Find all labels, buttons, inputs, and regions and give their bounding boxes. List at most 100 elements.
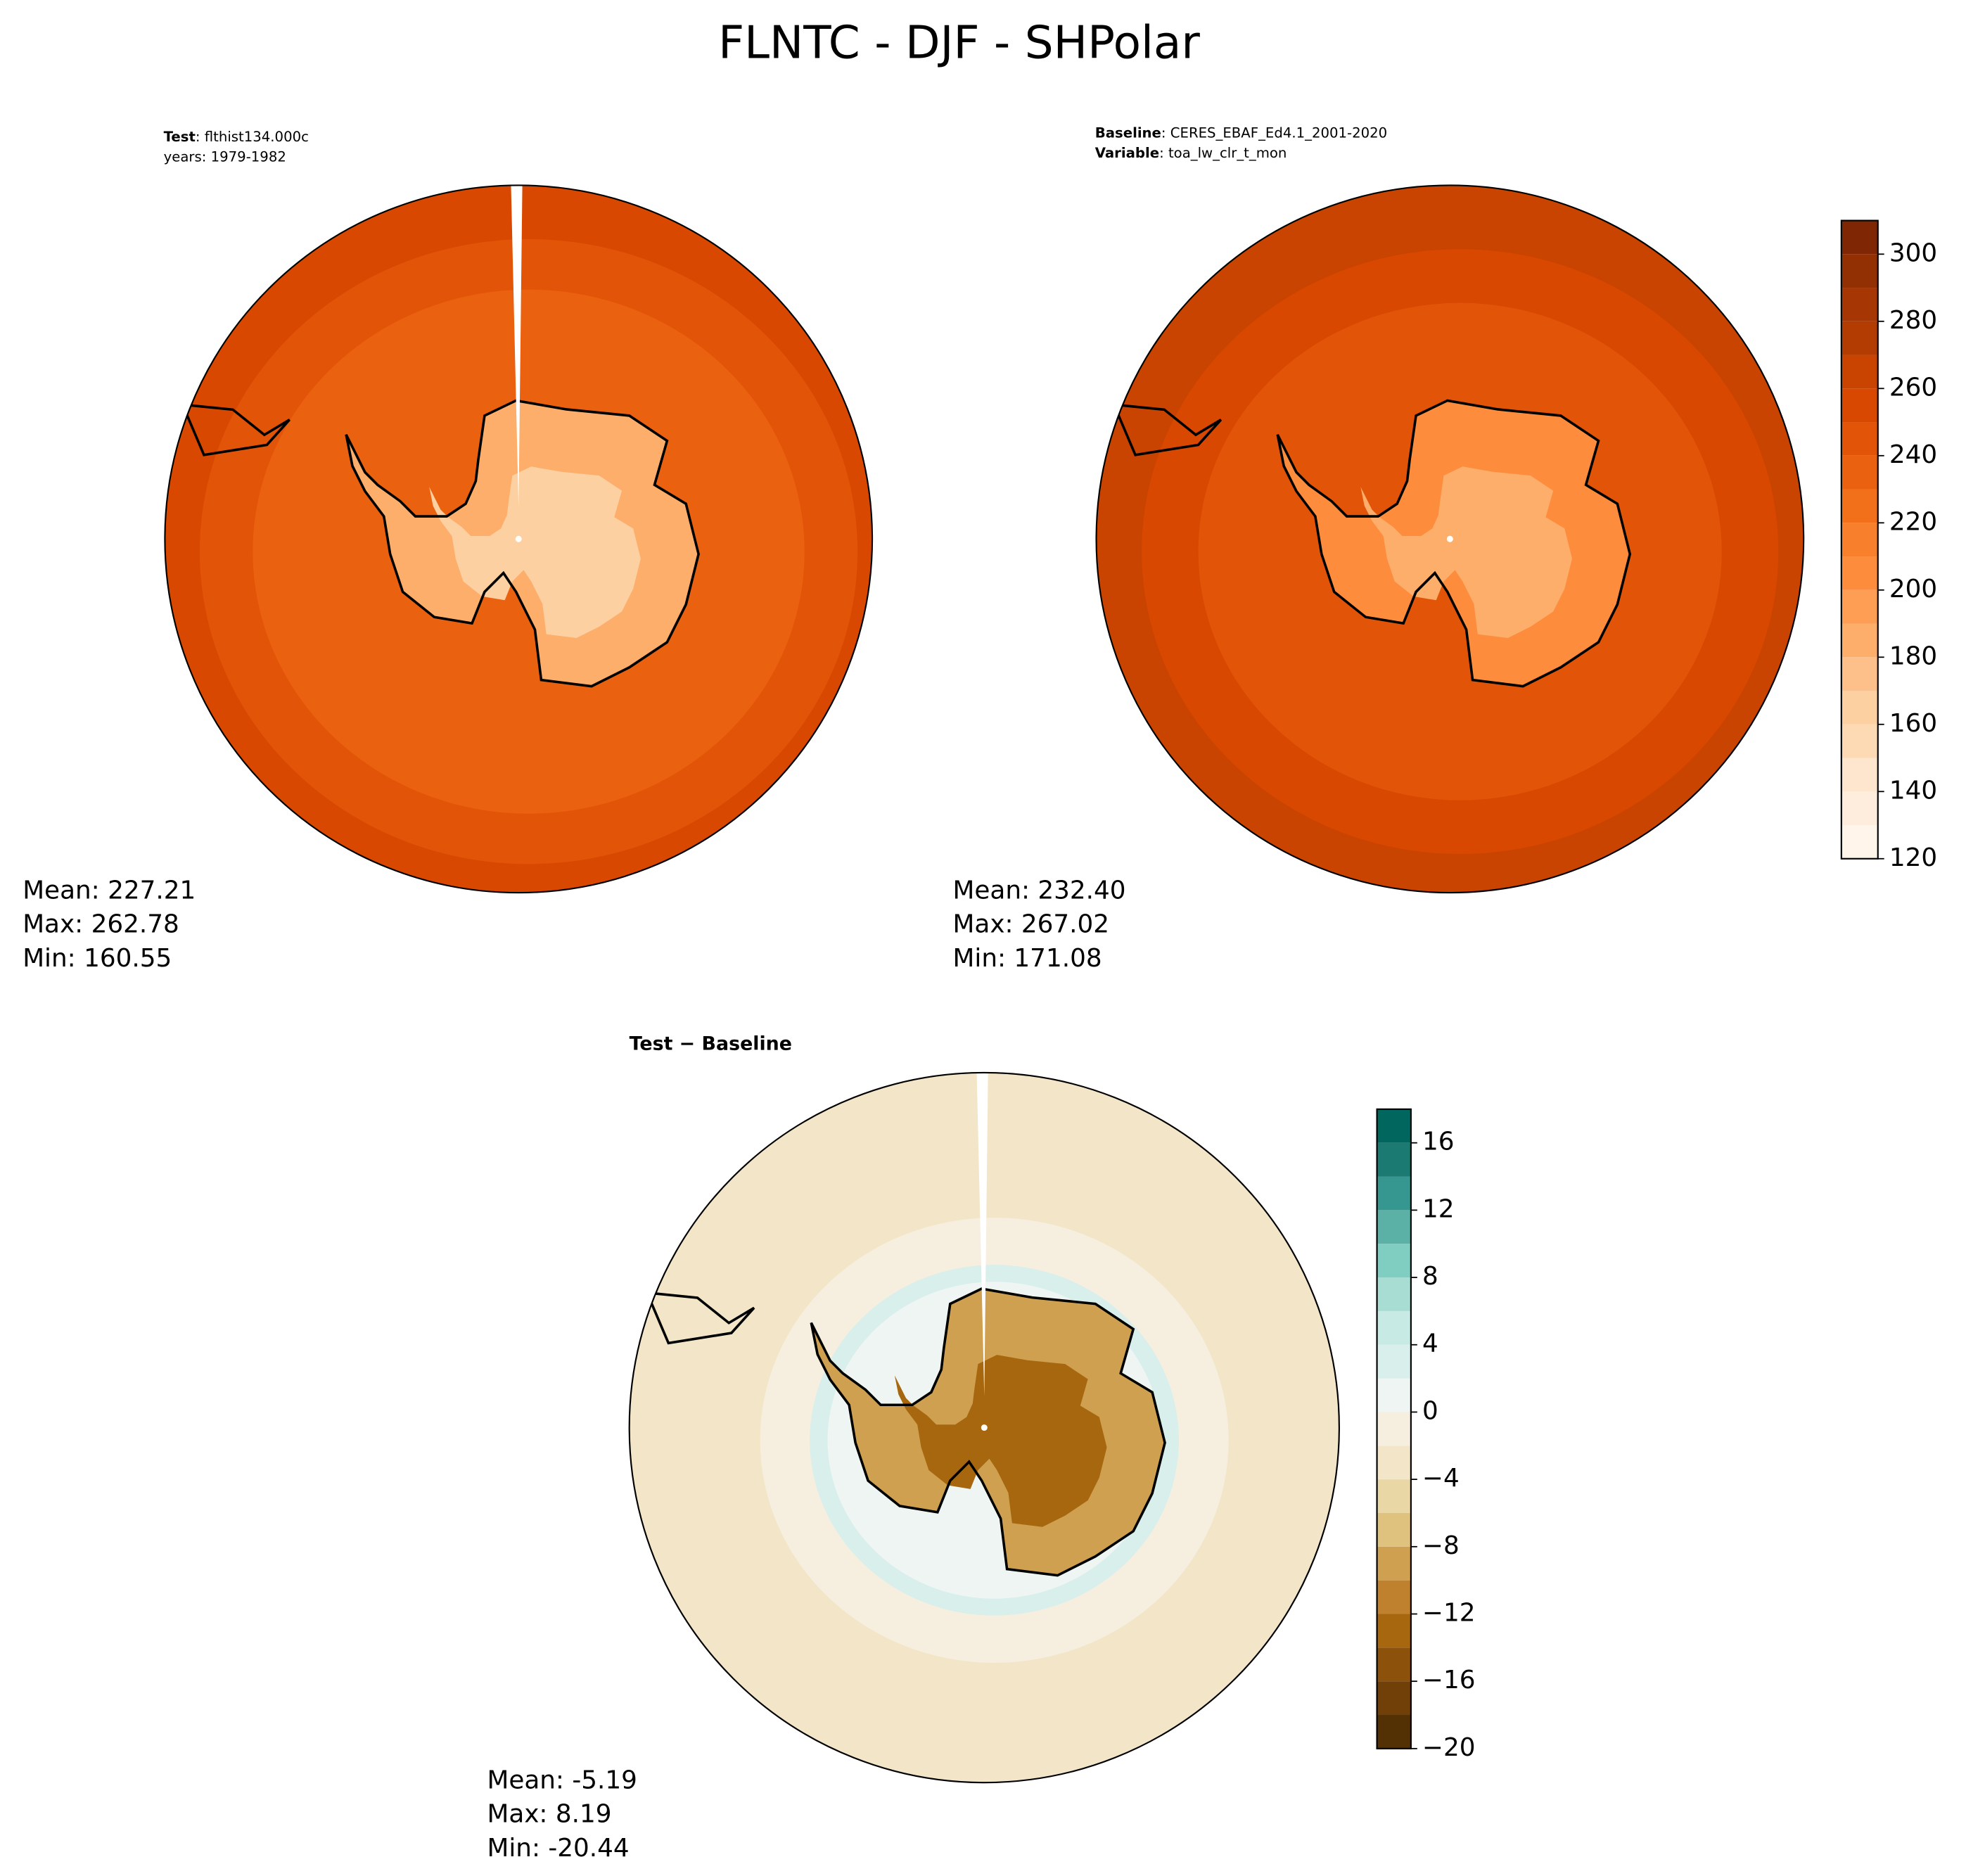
- colorbar-band: [1841, 724, 1878, 758]
- stats-text: Min: 160.55: [23, 944, 172, 973]
- colorbar-tick-label: −12: [1422, 1598, 1475, 1627]
- panel-header: Test: flthist134.000c: [164, 129, 309, 145]
- colorbar-band: [1841, 589, 1878, 624]
- coastline: [645, 1291, 755, 1345]
- missing-data: [976, 1072, 988, 1396]
- colorbar-band: [1841, 422, 1878, 456]
- header-text: : flthist134.000c: [196, 129, 309, 145]
- colorbar-band: [1377, 1412, 1411, 1446]
- map: [629, 1072, 1339, 1783]
- pole: [515, 535, 522, 542]
- colorbar-band: [1377, 1176, 1411, 1211]
- colorbar-tick-label: 16: [1422, 1128, 1455, 1156]
- colorbar-band: [1377, 1580, 1411, 1614]
- colorbar-band: [1377, 1109, 1411, 1143]
- colorbar-tick-label: 8: [1422, 1262, 1438, 1291]
- colorbar-tick-label: 200: [1889, 575, 1937, 604]
- colorbar-band: [1841, 321, 1878, 355]
- colorbar-band: [1841, 657, 1878, 691]
- coastline: [810, 1287, 1166, 1577]
- colorbar-band: [1841, 254, 1878, 288]
- colorbar-tick-label: 300: [1889, 238, 1937, 267]
- panel-header: Baseline: CERES_EBAF_Ed4.1_2001-2020: [1095, 125, 1387, 141]
- colorbar-band: [1377, 1210, 1411, 1244]
- pole: [1446, 535, 1453, 542]
- colorbar-band: [1377, 1344, 1411, 1379]
- colorbar-band: [1841, 791, 1878, 826]
- colorbar-band: [1377, 1378, 1411, 1412]
- colorbar-tick-label: 260: [1889, 373, 1937, 402]
- colorbar-band: [1377, 1310, 1411, 1345]
- pole: [981, 1424, 988, 1431]
- colorbar-tick-label: 240: [1889, 440, 1937, 469]
- colorbar-band: [1841, 623, 1878, 658]
- colorbar-tick-label: −16: [1422, 1666, 1475, 1695]
- colorbar-band: [1841, 355, 1878, 389]
- stats-text: Mean: -5.19: [487, 1766, 637, 1794]
- stats-text: Min: -20.44: [487, 1834, 629, 1863]
- colorbar-band: [1377, 1277, 1411, 1311]
- stats-text: Max: 262.78: [23, 910, 179, 939]
- colorbar-tick-label: 160: [1889, 709, 1937, 738]
- colorbar-band: [1841, 388, 1878, 423]
- colorbar-band: [1841, 220, 1878, 255]
- header-key: Test: [164, 129, 196, 145]
- coastline: [1276, 399, 1632, 688]
- colorbar-tick-label: −4: [1422, 1464, 1460, 1493]
- stats-text: Max: 267.02: [953, 910, 1110, 939]
- panel-header: Test − Baseline: [630, 1033, 792, 1055]
- colorbar-band: [1377, 1614, 1411, 1648]
- coastline: [1111, 403, 1223, 457]
- colorbar-band: [1841, 455, 1878, 490]
- colorbar-frame: [1376, 1108, 1412, 1749]
- colorbar-tick-label: 180: [1889, 642, 1937, 670]
- colorbar-band: [1377, 1681, 1411, 1716]
- stats-text: Max: 8.19: [487, 1800, 611, 1829]
- colorbar-tick-label: 0: [1422, 1396, 1438, 1425]
- colorbar-tick-label: 120: [1889, 843, 1937, 872]
- header-text: : CERES_EBAF_Ed4.1_2001-2020: [1161, 125, 1387, 141]
- colorbar-tick-label: 220: [1889, 507, 1937, 536]
- colorbar-band: [1377, 1647, 1411, 1682]
- stats-text: Mean: 227.21: [23, 876, 196, 905]
- header-text: years: 1979-1982: [164, 148, 286, 165]
- colorbar-tick-label: 4: [1422, 1329, 1438, 1358]
- figure-title: FLNTC - DJF - SHPolar: [718, 16, 1200, 69]
- colorbar-band: [1841, 825, 1878, 859]
- header-key: Baseline: [1095, 125, 1161, 141]
- missing-data: [511, 185, 523, 508]
- header-key: Test − Baseline: [630, 1033, 792, 1055]
- colorbar-band: [1841, 288, 1878, 321]
- stats-text: Mean: 232.40: [953, 876, 1126, 905]
- coastline: [345, 399, 700, 688]
- colorbar-band: [1377, 1446, 1411, 1480]
- header-text: : toa_lw_clr_t_mon: [1159, 145, 1287, 161]
- colorbar-band: [1377, 1512, 1411, 1547]
- colorbar-band: [1841, 489, 1878, 523]
- colorbar-band: [1377, 1546, 1411, 1581]
- map-border: [1095, 184, 1805, 894]
- colorbar-band: [1377, 1142, 1411, 1177]
- colorbar-tick-label: 280: [1889, 306, 1937, 335]
- colorbar-band: [1841, 556, 1878, 590]
- colorbar-band: [1841, 523, 1878, 557]
- header-key: Variable: [1095, 145, 1159, 161]
- panel-header: Variable: toa_lw_clr_t_mon: [1095, 145, 1287, 161]
- stats-text: Min: 171.08: [953, 944, 1102, 973]
- colorbar-tick-label: −20: [1422, 1733, 1475, 1762]
- colorbar-band: [1377, 1479, 1411, 1513]
- colorbar-band: [1377, 1244, 1411, 1278]
- colorbar-band: [1377, 1715, 1411, 1749]
- colorbar-tick-label: −8: [1422, 1531, 1460, 1560]
- colorbar-tick-label: 140: [1889, 776, 1937, 805]
- map-border: [628, 1071, 1340, 1784]
- map-border: [164, 184, 874, 894]
- map: [1096, 185, 1804, 893]
- colorbar-band: [1841, 758, 1878, 792]
- coastline: [180, 403, 291, 457]
- colorbar-frame: [1840, 219, 1879, 860]
- map: [165, 185, 873, 893]
- colorbar-band: [1841, 691, 1878, 725]
